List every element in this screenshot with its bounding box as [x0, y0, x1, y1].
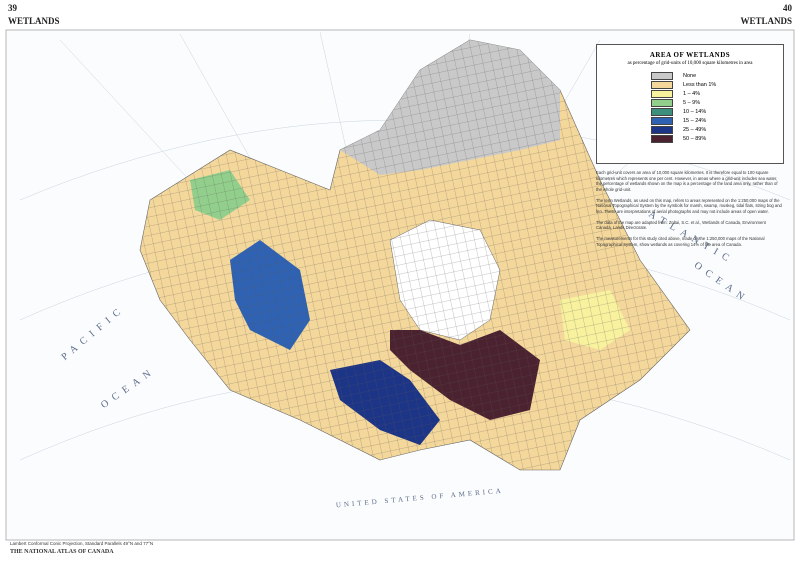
notes: Each grid-unit covers an area of 10,000 … — [596, 170, 782, 252]
page-number: 40 — [783, 3, 792, 13]
legend-label: 25 – 49% — [683, 126, 707, 133]
legend-item: 25 – 49% — [651, 125, 783, 134]
legend-item: 50 – 89% — [651, 134, 783, 143]
legend-swatch — [651, 116, 673, 125]
legend-label: 10 – 14% — [683, 108, 707, 115]
legend-label: 15 – 24% — [683, 117, 707, 124]
legend-swatch — [651, 89, 673, 98]
projection-note: Lambert Conformal Conic Projection, Stan… — [10, 541, 154, 546]
legend-swatch — [651, 125, 673, 134]
legend-title: AREA OF WETLANDS — [649, 51, 731, 59]
legend-swatch — [651, 80, 673, 89]
note-paragraph: Each grid-unit covers an area of 10,000 … — [596, 170, 778, 193]
legend-item: 15 – 24% — [651, 116, 783, 125]
legend-label: None — [683, 72, 697, 79]
legend-swatch — [651, 107, 673, 116]
legend-swatch — [651, 71, 673, 80]
legend-label: 50 – 89% — [683, 135, 707, 142]
legend-label: 5 – 9% — [683, 99, 701, 106]
legend-item: 5 – 9% — [651, 98, 783, 107]
legend-item: Less than 1% — [651, 80, 783, 89]
legend: AREA OF WETLANDS as percentage of grid-u… — [596, 44, 784, 164]
page-number: 39 — [8, 3, 17, 13]
legend-label: Less than 1% — [683, 81, 717, 88]
grid-units — [140, 40, 690, 470]
legend-swatch — [651, 98, 673, 107]
note-paragraph: The data of the map are adapted from: Zo… — [596, 219, 766, 231]
legend-item: None — [651, 71, 783, 80]
legend-items: None Less than 1% 1 – 4% 5 – 9% 10 – 14% 15 –… — [597, 71, 783, 143]
note-paragraph: The term Wetlands, as used on this map, … — [596, 197, 782, 215]
page-title: WETLANDS — [8, 16, 60, 26]
page-title: WETLANDS — [740, 16, 792, 26]
legend-item: 1 – 4% — [651, 89, 783, 98]
legend-label: 1 – 4% — [683, 90, 701, 97]
legend-item: 10 – 14% — [651, 107, 783, 116]
legend-swatch — [651, 134, 673, 143]
legend-subtitle: as percentage of grid-units of 10,000 sq… — [627, 61, 753, 66]
note-paragraph: The measurements for this study cited ab… — [596, 236, 765, 247]
atlas-name: THE NATIONAL ATLAS OF CANADA — [10, 549, 114, 555]
